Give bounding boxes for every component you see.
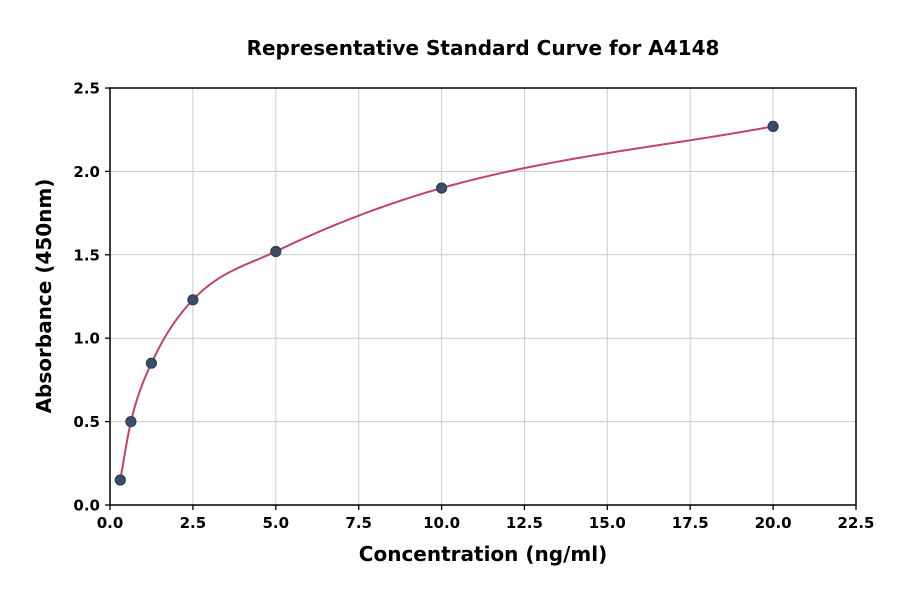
chart-title: Representative Standard Curve for A4148 [246,36,720,60]
x-axis-label: Concentration (ng/ml) [358,542,608,566]
data-point [436,182,448,194]
data-point [187,294,199,306]
x-tick-label: 22.5 [837,514,874,532]
y-axis-label: Absorbance (450nm) [32,178,56,414]
x-tick-label: 12.5 [506,514,543,532]
x-tick-label: 10.0 [423,514,460,532]
x-tick-label: 15.0 [589,514,626,532]
x-tick-label: 2.5 [180,514,207,532]
y-tick-label: 2.5 [73,80,100,98]
data-point [114,474,126,486]
plot-frame [109,87,857,506]
data-point [767,120,779,133]
data-point [125,416,137,428]
y-tick-label: 1.5 [73,246,100,264]
y-tick-label: 0.0 [73,497,100,515]
x-tick-label: 5.0 [263,514,290,532]
x-tick-label: 7.5 [345,514,372,532]
fit-curve [119,125,775,481]
y-tick-label: 0.5 [73,413,100,431]
data-point [270,245,282,258]
y-tick-label: 1.0 [73,330,100,348]
y-tick-label: 2.0 [73,163,100,181]
x-tick-label: 17.5 [672,514,709,532]
x-tick-label: 0.0 [97,514,124,532]
x-tick-label: 20.0 [755,514,792,532]
data-point [145,357,157,369]
